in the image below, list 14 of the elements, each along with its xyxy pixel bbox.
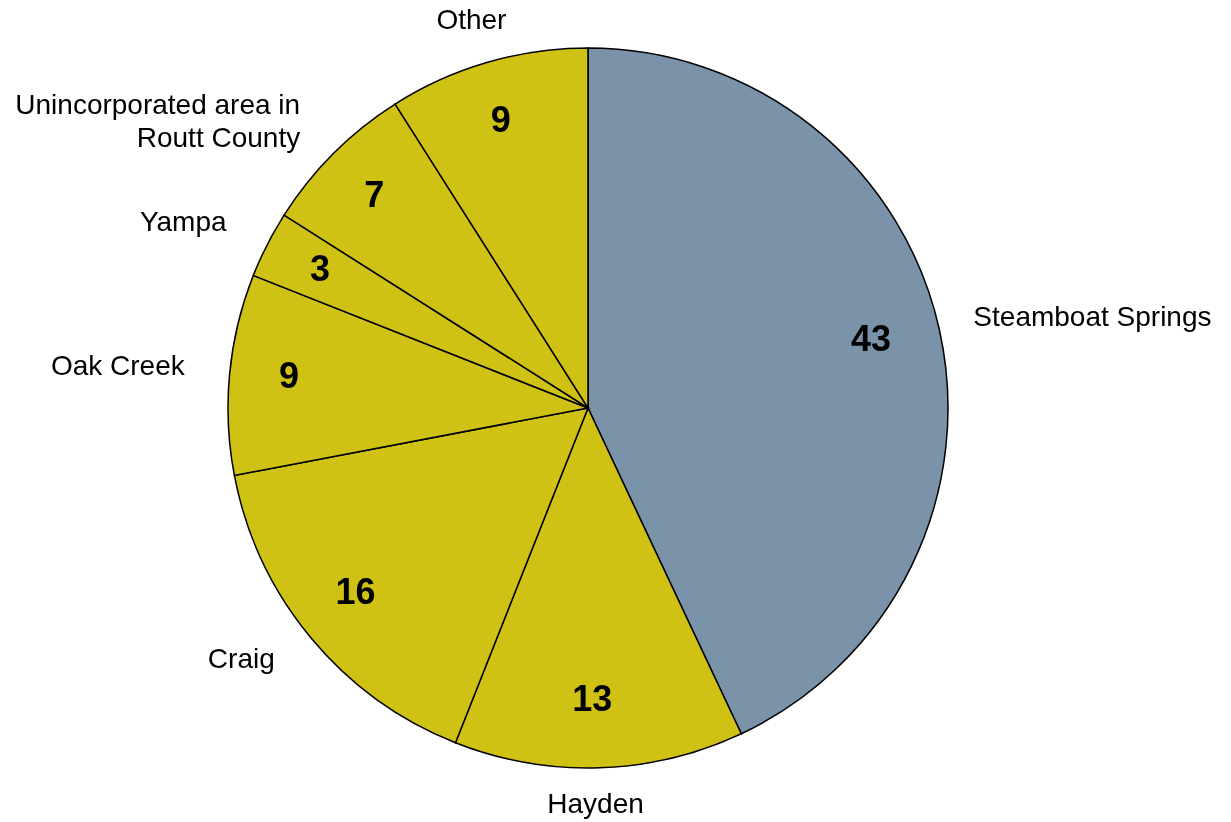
data-label: 9 [279,354,300,396]
data-label: 13 [572,677,613,719]
data-label: 9 [490,99,511,141]
slice-label: Steamboat Springs [973,300,1212,332]
slice-label: Other [436,3,507,35]
slice-label: Craig [207,642,275,674]
data-label: 7 [364,173,385,215]
data-label: 43 [851,318,892,360]
slice-label: Yampa [139,205,228,237]
slice-label: Oak Creek [50,349,186,381]
data-label: 16 [335,570,376,612]
data-label: 3 [309,248,330,290]
slice-label: Hayden [547,787,644,819]
slice-label: Unincorporated area in Routt County [15,88,301,153]
